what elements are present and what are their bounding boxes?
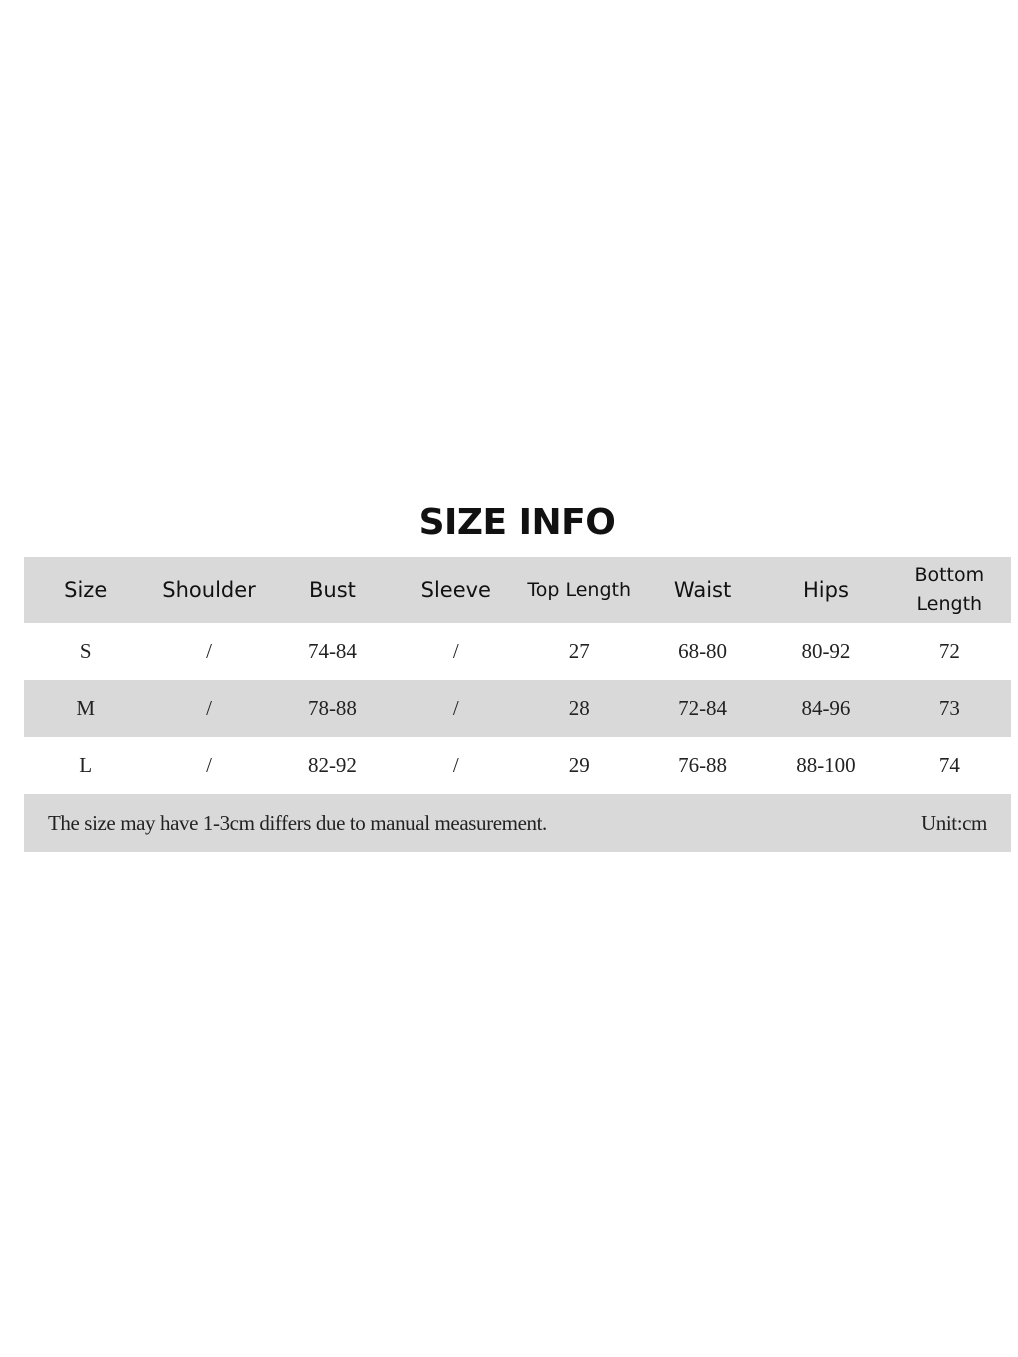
header-size: Size	[64, 578, 108, 602]
table-row: M / 78-88 / 28 72-84 84-96 73	[24, 680, 1011, 737]
table-cell: 76-88	[678, 753, 728, 777]
header-top-length: Top Length	[527, 578, 631, 601]
table-cell: 72	[938, 639, 960, 663]
table-cell: 73	[938, 696, 960, 720]
table-cell: 72-84	[678, 696, 728, 720]
table-cell: 74-84	[307, 639, 357, 663]
table-cell: /	[206, 696, 212, 720]
table-row: L / 82-92 / 29 76-88 88-100 74	[24, 737, 1011, 794]
table-cell: 74	[938, 753, 960, 777]
measurement-note: The size may have 1-3cm differs due to m…	[48, 810, 547, 835]
header-hips: Hips	[802, 578, 849, 602]
header-shoulder: Shoulder	[162, 578, 256, 602]
table-cell: 28	[568, 696, 590, 720]
table-cell: 68-80	[678, 639, 728, 663]
table-cell: L	[79, 753, 93, 777]
table-footer: The size may have 1-3cm differs due to m…	[24, 794, 1011, 852]
page-title: SIZE INFO	[418, 502, 616, 543]
table-cell: /	[452, 639, 459, 663]
table-cell: 29	[568, 753, 590, 777]
table-cell: /	[452, 696, 459, 720]
table-cell: 84-96	[801, 696, 851, 720]
table-cell: 80-92	[801, 639, 851, 663]
header-bust: Bust	[308, 578, 356, 602]
header-sleeve: Sleeve	[420, 578, 491, 602]
header-bottom-length: Bottom Length	[914, 564, 985, 615]
size-table: Size Shoulder Bust Sleeve Top Length Wai…	[24, 557, 1011, 852]
table-cell: 27	[568, 639, 590, 663]
table-cell: M	[76, 696, 96, 720]
table-header-row: Size Shoulder Bust Sleeve Top Length Wai…	[24, 557, 1011, 623]
table-cell: /	[452, 753, 459, 777]
table-cell: 78-88	[307, 696, 357, 720]
table-row: S / 74-84 / 27 68-80 80-92 72	[24, 623, 1011, 680]
unit-label: Unit:cm	[920, 810, 987, 835]
header-waist: Waist	[673, 578, 732, 602]
table-cell: /	[206, 753, 212, 777]
table-cell: /	[206, 639, 212, 663]
table-cell: 82-92	[307, 753, 357, 777]
table-cell: S	[79, 639, 92, 663]
table-cell: 88-100	[796, 753, 856, 777]
